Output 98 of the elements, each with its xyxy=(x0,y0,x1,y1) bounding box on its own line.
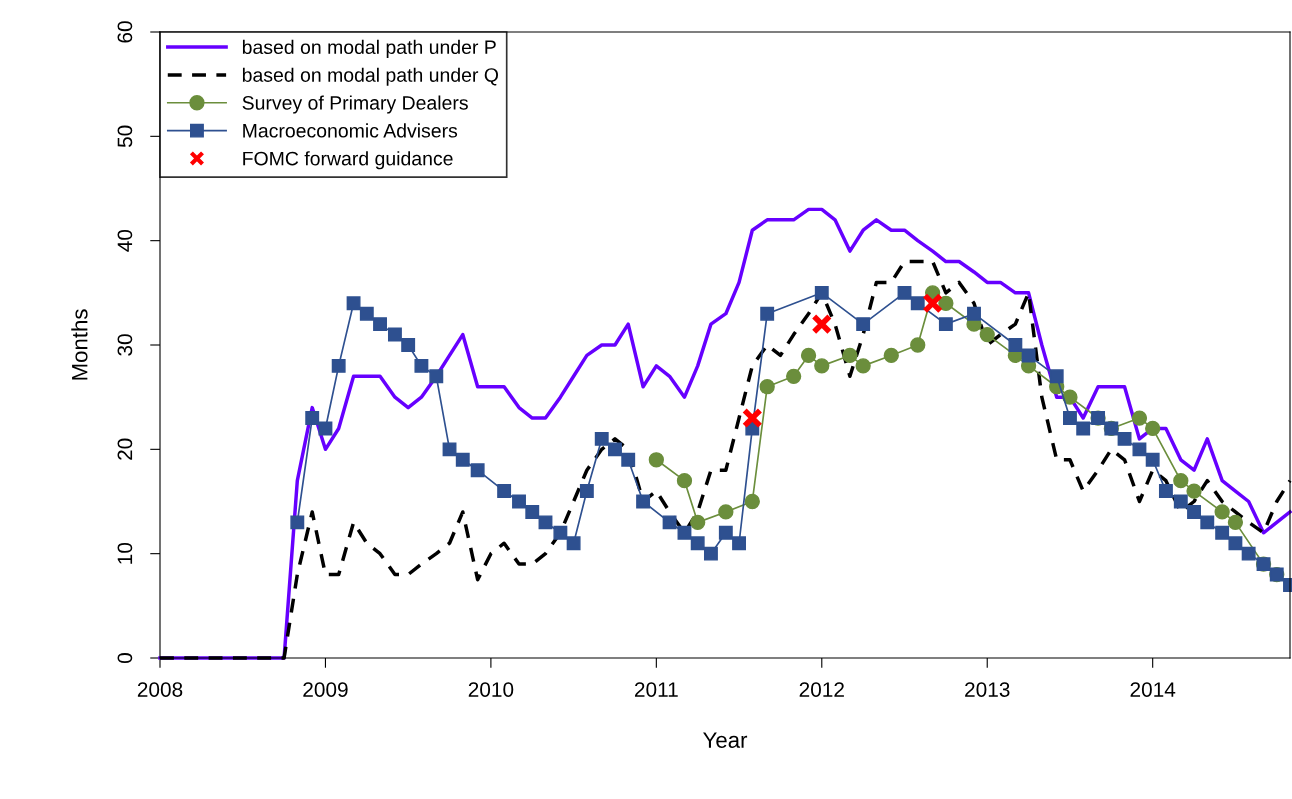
point xyxy=(1008,338,1023,352)
point xyxy=(938,317,953,332)
point xyxy=(594,431,609,446)
point xyxy=(1214,504,1230,520)
point xyxy=(732,536,747,551)
point xyxy=(922,292,944,314)
x-tick-label: 2011 xyxy=(634,682,678,697)
point xyxy=(1145,452,1160,467)
point xyxy=(1063,411,1077,425)
point xyxy=(512,494,526,509)
point xyxy=(800,347,817,364)
point xyxy=(525,504,540,519)
point xyxy=(967,306,981,321)
point xyxy=(786,368,802,384)
point xyxy=(1021,348,1036,363)
y-tick-label: 20 xyxy=(117,438,133,460)
point xyxy=(718,504,734,520)
point xyxy=(429,369,444,384)
point xyxy=(290,515,305,530)
point xyxy=(677,525,692,540)
legend-label: FOMC forward guidance xyxy=(243,151,453,170)
x-axis-title: Year xyxy=(703,732,748,748)
point xyxy=(1062,389,1078,405)
point xyxy=(579,484,594,499)
point xyxy=(938,295,954,311)
point xyxy=(1173,472,1189,489)
point xyxy=(690,514,706,531)
x-tick-label: 2014 xyxy=(1130,682,1176,697)
point xyxy=(1076,421,1091,436)
point xyxy=(760,306,775,321)
point xyxy=(676,472,693,489)
point xyxy=(741,407,763,429)
point xyxy=(855,358,871,374)
point xyxy=(1187,504,1201,519)
point xyxy=(897,285,912,300)
point xyxy=(455,452,470,467)
point xyxy=(401,338,416,352)
point xyxy=(1049,369,1064,384)
point xyxy=(373,317,387,332)
x-tick-label: 2008 xyxy=(137,682,183,697)
point xyxy=(1228,536,1243,551)
point xyxy=(842,347,858,364)
point xyxy=(1227,514,1244,531)
x-tick-label: 2009 xyxy=(303,682,348,697)
y-tick-label: 10 xyxy=(117,542,133,564)
point xyxy=(1131,410,1148,426)
point xyxy=(718,525,733,540)
point xyxy=(359,306,374,321)
point xyxy=(470,463,485,478)
y-tick-label: 30 xyxy=(117,334,133,356)
point xyxy=(910,337,926,353)
x-tick-label: 2010 xyxy=(468,682,514,697)
point xyxy=(1215,525,1230,540)
point xyxy=(1186,483,1202,499)
point xyxy=(414,358,429,373)
point xyxy=(703,546,718,561)
y-tick-label: 0 xyxy=(117,653,133,663)
point xyxy=(811,313,833,335)
point xyxy=(387,327,402,342)
point xyxy=(331,358,346,373)
legend-label: based on modal path under Q xyxy=(242,67,499,86)
point xyxy=(1117,431,1132,446)
point xyxy=(662,515,677,530)
point xyxy=(346,296,361,311)
y-tick-label: 60 xyxy=(117,21,133,43)
point xyxy=(814,285,829,300)
point xyxy=(553,525,568,540)
point xyxy=(648,452,664,468)
x-tick-label: 2012 xyxy=(799,682,844,697)
legend-label: based on modal path under P xyxy=(242,39,496,58)
point xyxy=(1145,420,1161,437)
y-tick-label: 40 xyxy=(117,229,133,252)
point xyxy=(566,536,581,551)
point xyxy=(744,493,760,510)
point xyxy=(1200,515,1215,530)
point xyxy=(1173,494,1188,509)
point xyxy=(690,536,705,551)
point xyxy=(1132,442,1147,457)
point xyxy=(759,379,775,395)
point xyxy=(305,411,320,425)
point xyxy=(814,358,830,374)
point xyxy=(1158,484,1173,499)
point xyxy=(856,317,871,332)
legend-label: Macroeconomic Advisers xyxy=(243,123,458,138)
point xyxy=(910,296,925,311)
y-axis-title: Months xyxy=(71,309,88,380)
point xyxy=(442,442,457,457)
point xyxy=(608,442,622,457)
x-tick-label: 2013 xyxy=(965,682,1010,697)
point xyxy=(621,452,636,467)
point xyxy=(1241,546,1256,561)
legend-label: Survey of Primary Dealers xyxy=(242,95,468,114)
point xyxy=(979,326,995,343)
point xyxy=(497,484,512,499)
point xyxy=(883,347,899,364)
point xyxy=(636,494,651,509)
y-tick-label: 50 xyxy=(117,125,133,148)
point xyxy=(538,515,553,530)
